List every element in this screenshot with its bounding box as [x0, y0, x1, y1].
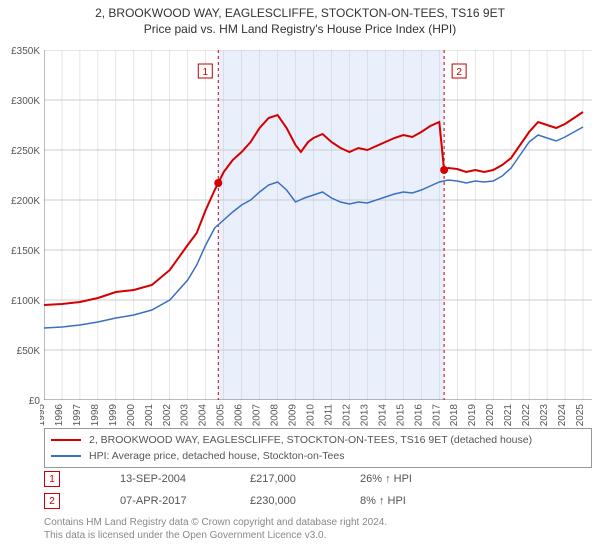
- svg-text:£50K: £50K: [17, 346, 41, 357]
- svg-text:2014: 2014: [377, 404, 388, 427]
- svg-text:2001: 2001: [144, 404, 155, 427]
- svg-text:2005: 2005: [216, 404, 227, 427]
- svg-text:2010: 2010: [306, 404, 317, 427]
- marker-badge-2: 2: [44, 493, 60, 509]
- title-line-2: Price paid vs. HM Land Registry's House …: [0, 22, 600, 38]
- x-axis: 1995 1996 1997 1998 1999 2000 2001 2002 2003 2004…: [40, 398, 600, 428]
- plot-svg: 12: [44, 50, 592, 400]
- marker-price-1: £217,000: [250, 473, 320, 485]
- marker-badge-1: 1: [44, 471, 60, 487]
- svg-text:2003: 2003: [180, 404, 191, 427]
- legend-label-hpi: HPI: Average price, detached house, Stoc…: [89, 450, 344, 462]
- y-axis: £0 £50K £100K £150K £200K £250K £300K £350K: [0, 45, 44, 405]
- chart-container: 2, BROOKWOOD WAY, EAGLESCLIFFE, STOCKTON…: [0, 0, 600, 560]
- svg-text:2024: 2024: [557, 404, 568, 427]
- marker-row-2: 2 07-APR-2017 £230,000 8% ↑ HPI: [44, 490, 592, 512]
- marker-table: 1 13-SEP-2004 £217,000 26% ↑ HPI 2 07-AP…: [44, 468, 592, 512]
- attribution-line-1: Contains HM Land Registry data © Crown c…: [44, 516, 592, 529]
- plot-area: 12: [44, 50, 592, 400]
- svg-text:1998: 1998: [90, 404, 101, 427]
- svg-text:£250K: £250K: [11, 146, 40, 157]
- svg-text:1995: 1995: [40, 404, 47, 427]
- title-line-1: 2, BROOKWOOD WAY, EAGLESCLIFFE, STOCKTON…: [0, 6, 600, 22]
- svg-text:2022: 2022: [521, 404, 532, 427]
- svg-text:2007: 2007: [252, 404, 263, 427]
- marker-row-1: 1 13-SEP-2004 £217,000 26% ↑ HPI: [44, 468, 592, 490]
- svg-text:2000: 2000: [126, 404, 137, 427]
- svg-text:2004: 2004: [198, 404, 209, 427]
- legend: 2, BROOKWOOD WAY, EAGLESCLIFFE, STOCKTON…: [44, 428, 592, 468]
- attribution: Contains HM Land Registry data © Crown c…: [44, 516, 592, 542]
- svg-text:2020: 2020: [485, 404, 496, 427]
- legend-swatch-hpi: [51, 455, 81, 457]
- svg-text:2016: 2016: [413, 404, 424, 427]
- marker-pct-1: 26% ↑ HPI: [360, 473, 440, 485]
- svg-text:2015: 2015: [395, 404, 406, 427]
- svg-text:2008: 2008: [270, 404, 281, 427]
- svg-text:£0: £0: [29, 396, 41, 405]
- svg-text:2: 2: [456, 67, 462, 78]
- svg-text:2011: 2011: [323, 404, 334, 426]
- legend-item-property: 2, BROOKWOOD WAY, EAGLESCLIFFE, STOCKTON…: [51, 432, 585, 448]
- svg-text:£300K: £300K: [11, 96, 40, 107]
- svg-text:1996: 1996: [54, 404, 65, 427]
- legend-swatch-property: [51, 439, 81, 441]
- chart-title: 2, BROOKWOOD WAY, EAGLESCLIFFE, STOCKTON…: [0, 0, 600, 37]
- marker-date-2: 07-APR-2017: [120, 495, 210, 507]
- svg-text:£150K: £150K: [11, 246, 40, 257]
- svg-text:£100K: £100K: [11, 296, 40, 307]
- svg-text:1997: 1997: [72, 404, 83, 427]
- svg-text:2021: 2021: [503, 404, 514, 427]
- attribution-line-2: This data is licensed under the Open Gov…: [44, 529, 592, 542]
- svg-text:2013: 2013: [359, 404, 370, 427]
- svg-text:1999: 1999: [108, 404, 119, 427]
- marker-date-1: 13-SEP-2004: [120, 473, 210, 485]
- marker-price-2: £230,000: [250, 495, 320, 507]
- svg-text:2012: 2012: [341, 404, 352, 427]
- marker-pct-2: 8% ↑ HPI: [360, 495, 440, 507]
- svg-text:£200K: £200K: [11, 196, 40, 207]
- svg-text:2025: 2025: [575, 404, 586, 427]
- svg-text:2023: 2023: [539, 404, 550, 427]
- svg-text:2006: 2006: [234, 404, 245, 427]
- legend-label-property: 2, BROOKWOOD WAY, EAGLESCLIFFE, STOCKTON…: [89, 434, 532, 446]
- svg-text:£350K: £350K: [11, 46, 40, 57]
- legend-item-hpi: HPI: Average price, detached house, Stoc…: [51, 448, 585, 464]
- svg-text:2009: 2009: [288, 404, 299, 427]
- svg-text:2017: 2017: [431, 404, 442, 427]
- svg-text:2002: 2002: [162, 404, 173, 427]
- svg-text:1: 1: [203, 67, 209, 78]
- svg-text:2018: 2018: [449, 404, 460, 427]
- svg-text:2019: 2019: [467, 404, 478, 427]
